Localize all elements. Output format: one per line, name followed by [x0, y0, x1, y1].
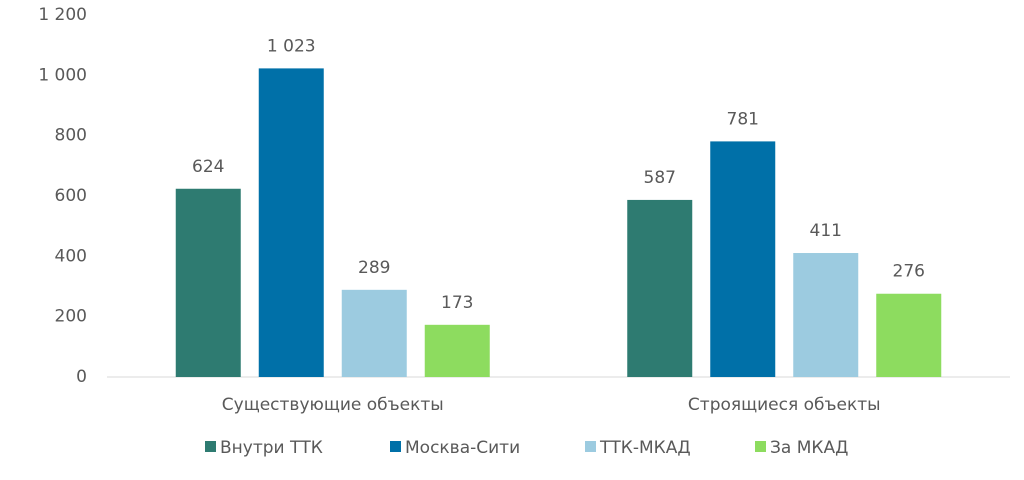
bar — [793, 253, 859, 377]
y-tick-label: 0 — [76, 367, 87, 387]
value-label: 411 — [810, 221, 842, 241]
legend-swatch — [755, 441, 766, 452]
y-tick-label: 200 — [55, 307, 87, 327]
y-tick-label: 800 — [55, 126, 87, 146]
bar — [876, 293, 942, 377]
value-label: 1 023 — [267, 36, 316, 56]
bar — [424, 324, 490, 377]
bar — [710, 141, 776, 377]
y-tick-label: 400 — [55, 246, 87, 266]
legend-label: Внутри ТТК — [220, 438, 323, 458]
value-label: 781 — [727, 109, 759, 129]
y-tick-label: 1 000 — [38, 65, 87, 85]
bar — [258, 68, 324, 378]
y-tick-label: 1 200 — [38, 5, 87, 25]
bar — [175, 188, 241, 377]
legend-label: Москва-Сити — [405, 438, 520, 458]
legend-swatch — [390, 441, 401, 452]
bar — [341, 289, 407, 377]
value-label: 587 — [644, 168, 676, 188]
value-label: 276 — [893, 262, 925, 282]
value-label: 289 — [358, 258, 390, 278]
legend-swatch — [205, 441, 216, 452]
value-label: 173 — [441, 293, 473, 313]
x-tick-label: Существующие объекты — [222, 395, 444, 415]
legend-swatch — [585, 441, 596, 452]
x-tick-label: Строящиеся объекты — [688, 395, 881, 415]
value-label: 624 — [192, 157, 224, 177]
bar — [627, 199, 693, 377]
legend-label: ТТК-МКАД — [599, 438, 691, 458]
legend-label: За МКАД — [770, 438, 848, 458]
y-tick-label: 600 — [55, 186, 87, 206]
